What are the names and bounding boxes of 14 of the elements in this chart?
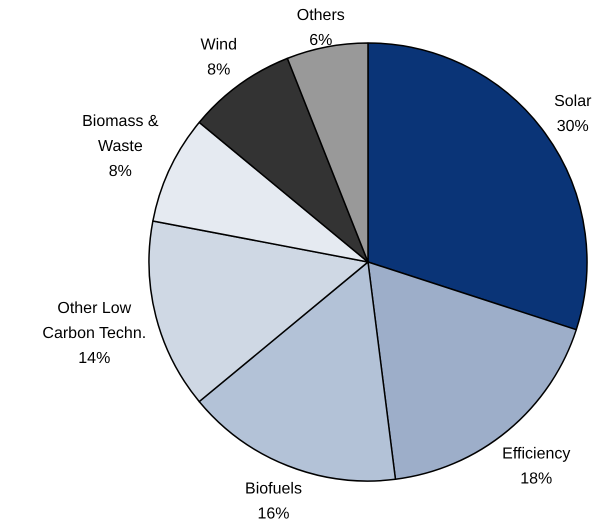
slice-label: Others	[296, 7, 345, 24]
data-label: 14%	[78, 350, 110, 367]
slice-label: Wind	[200, 36, 237, 54]
data-label: 8%	[108, 162, 132, 180]
data-label: 16%	[257, 506, 290, 523]
slice-label: Solar	[554, 93, 592, 110]
slice-label: Biomass & Waste	[82, 112, 159, 155]
data-label: 6%	[309, 32, 332, 49]
data-label: 30%	[556, 118, 589, 136]
slice-label: Efficiency	[502, 445, 570, 462]
data-label: 8%	[207, 62, 230, 79]
data-label: 18%	[520, 470, 552, 488]
slice-label: Biofuels	[245, 480, 302, 498]
slice-label: Other Low Carbon Techn.	[42, 300, 146, 342]
